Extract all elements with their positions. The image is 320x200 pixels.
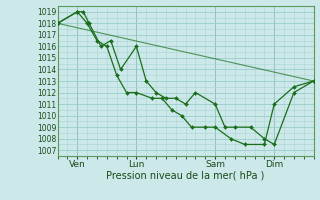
X-axis label: Pression niveau de la mer( hPa ): Pression niveau de la mer( hPa ) bbox=[107, 171, 265, 181]
